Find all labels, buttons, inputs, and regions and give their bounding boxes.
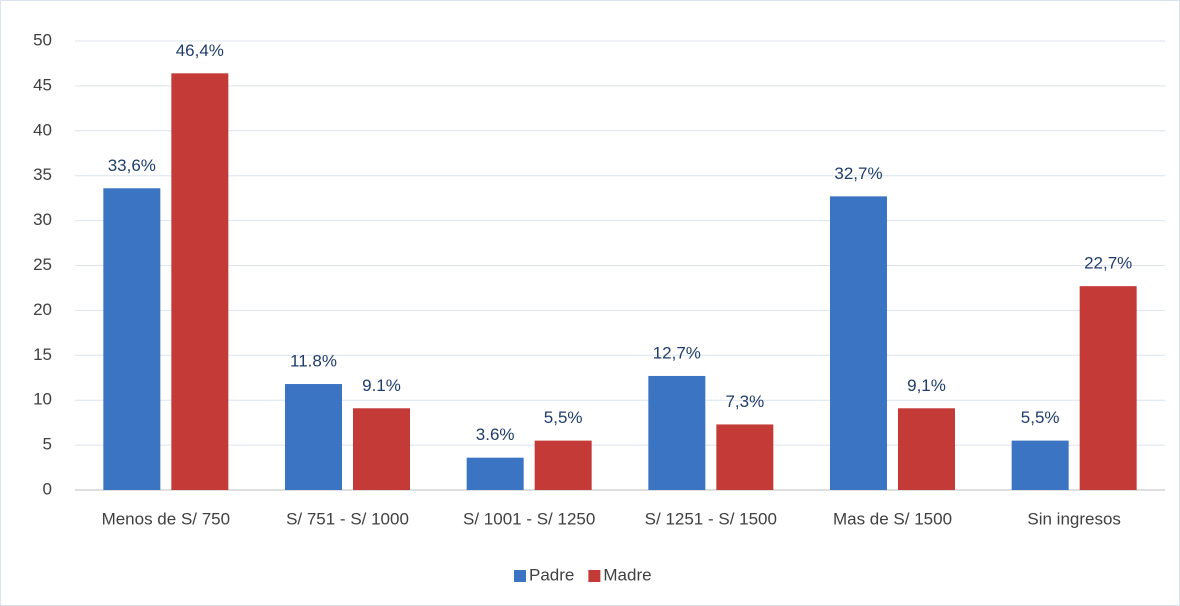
- y-tick-label: 5: [43, 435, 52, 454]
- value-label: 7,3%: [725, 392, 764, 411]
- value-label: 32,7%: [834, 164, 882, 183]
- legend-swatch: [588, 570, 601, 582]
- value-label: 3.6%: [476, 425, 515, 444]
- legend-label: Padre: [529, 565, 574, 584]
- legend-swatch: [514, 570, 526, 582]
- y-tick-label: 0: [43, 479, 52, 498]
- bar: [648, 375, 706, 490]
- y-tick-label: 45: [33, 75, 52, 94]
- x-tick-label: S/ 1001 - S/ 1250: [463, 509, 595, 528]
- value-label: 46,4%: [176, 41, 224, 60]
- y-tick-label: 25: [33, 255, 52, 274]
- bar: [830, 196, 887, 490]
- x-tick-label: Sin ingresos: [1027, 509, 1121, 528]
- x-tick-label: Mas de S/ 1500: [833, 509, 952, 528]
- y-tick-label: 15: [33, 345, 52, 364]
- bar: [898, 408, 955, 490]
- bar: [534, 440, 592, 490]
- bar: [1011, 440, 1069, 490]
- value-label: 22,7%: [1084, 254, 1132, 273]
- x-tick-label: Menos de S/ 750: [102, 509, 231, 528]
- bar: [466, 457, 524, 490]
- y-tick-label: 30: [33, 210, 52, 229]
- value-label: 5,5%: [544, 408, 583, 427]
- y-tick-label: 35: [33, 165, 52, 184]
- value-label: 5,5%: [1021, 408, 1060, 427]
- bar: [285, 384, 342, 490]
- x-tick-label: S/ 1251 - S/ 1500: [645, 509, 777, 528]
- y-tick-label: 20: [33, 300, 52, 319]
- bar: [716, 424, 774, 490]
- value-label: 33,6%: [108, 156, 156, 175]
- bar: [1079, 286, 1137, 490]
- y-tick-label: 50: [33, 30, 52, 49]
- bar: [103, 188, 161, 490]
- bar: [353, 408, 410, 490]
- bar: [171, 73, 229, 490]
- legend-label: Madre: [603, 565, 651, 584]
- x-tick-label: S/ 751 - S/ 1000: [286, 509, 409, 528]
- value-label: 9.1%: [362, 376, 401, 395]
- y-tick-label: 40: [33, 120, 52, 139]
- value-label: 12,7%: [653, 343, 701, 362]
- value-label: 11.8%: [290, 352, 337, 371]
- y-tick-label: 10: [33, 390, 52, 409]
- value-label: 9,1%: [907, 376, 946, 395]
